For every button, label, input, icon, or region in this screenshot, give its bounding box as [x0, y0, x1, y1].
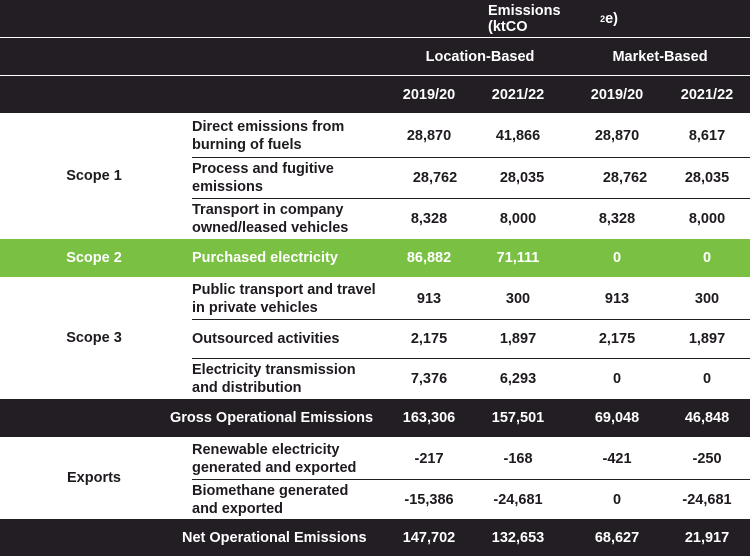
table-cell: 8,000 — [499, 211, 537, 227]
table-cell: 46,848 — [684, 410, 730, 426]
table-cell: -168 — [503, 451, 533, 467]
row-desc-outsourced: Outsourced activities — [192, 331, 340, 347]
table-cell: 1,897 — [499, 331, 537, 347]
row-desc-renewable-exported: Renewable electricity generated and expo… — [192, 442, 357, 476]
table-cell: -24,681 — [682, 492, 732, 508]
header-title-end: e) — [605, 11, 618, 27]
year-col-4: 2021/22 — [680, 87, 734, 103]
table-cell: 86,882 — [406, 250, 452, 266]
group-market-based: Market-Based — [612, 49, 708, 65]
header-title: Emissions (ktCO 2 e) — [488, 3, 618, 35]
table-cell: 28,870 — [594, 128, 640, 144]
table-cell: 8,328 — [598, 211, 636, 227]
group-location-based: Location-Based — [425, 49, 535, 65]
table-cell: 147,702 — [402, 529, 456, 546]
gross-operational-row: Gross Operational Emissions 163,306 157,… — [0, 399, 750, 437]
scope-3-label: Scope 3 — [66, 330, 122, 346]
exports-label: Exports — [67, 470, 121, 486]
row-desc-direct-emissions: Direct emissions from burning of fuels — [192, 119, 345, 153]
scope-2-label: Scope 2 — [66, 250, 122, 266]
table-cell: 132,653 — [491, 529, 545, 546]
table-cell: 913 — [604, 291, 630, 307]
year-col-1: 2019/20 — [402, 87, 456, 103]
gross-operational-label: Gross Operational Emissions — [170, 410, 374, 426]
table-cell: 0 — [612, 371, 622, 387]
table-cell: -250 — [692, 451, 722, 467]
table-header: Emissions (ktCO 2 e) Location-Based Market… — [0, 0, 750, 113]
row-desc-process-fugitive: Process and fugitive emissions — [192, 161, 334, 195]
table-cell: 2,175 — [410, 331, 448, 347]
table-cell: 28,870 — [406, 128, 452, 144]
net-operational-row: Net Operational Emissions 147,702 132,65… — [0, 519, 750, 556]
table-cell: 6,293 — [499, 371, 537, 387]
row-desc-biomethane-exported: Biomethane generated and exported — [192, 483, 349, 517]
scope-2-row: Scope 2 Purchased electricity 86,882 71,… — [0, 239, 750, 277]
table-cell: 41,866 — [495, 128, 541, 144]
header-title-text: Emissions (ktCO — [488, 3, 561, 35]
table-cell: 913 — [416, 291, 442, 307]
table-cell: 28,762 — [412, 170, 458, 186]
table-cell: 0 — [612, 250, 622, 266]
scope-1-label: Scope 1 — [66, 168, 122, 184]
table-cell: 300 — [505, 291, 531, 307]
row-desc-transport-company: Transport in company owned/leased vehicl… — [192, 202, 349, 236]
table-cell: -421 — [602, 451, 632, 467]
net-operational-label: Net Operational Emissions — [182, 529, 367, 546]
table-cell: 8,000 — [688, 211, 726, 227]
row-desc-transmission: Electricity transmission and distributio… — [192, 362, 356, 396]
table-cell: 28,762 — [602, 170, 648, 186]
table-cell: 8,617 — [688, 128, 726, 144]
table-cell: 300 — [694, 291, 720, 307]
row-desc-public-transport: Public transport and travel in private v… — [192, 282, 376, 316]
table-cell: 0 — [702, 371, 712, 387]
row-desc-purchased-electricity: Purchased electricity — [192, 250, 338, 266]
table-cell: 163,306 — [402, 410, 456, 426]
table-cell: 2,175 — [598, 331, 636, 347]
year-col-2: 2021/22 — [491, 87, 545, 103]
year-col-3: 2019/20 — [590, 87, 644, 103]
table-cell: 28,035 — [684, 170, 730, 186]
table-cell: 21,917 — [684, 529, 730, 546]
table-cell: 7,376 — [410, 371, 448, 387]
header-title-subscript: 2 — [600, 14, 606, 24]
table-cell: -217 — [414, 451, 444, 467]
table-cell: 69,048 — [594, 410, 640, 426]
table-cell: -24,681 — [493, 492, 543, 508]
table-cell: 157,501 — [491, 410, 545, 426]
table-cell: 68,627 — [594, 529, 640, 546]
table-cell: 0 — [612, 492, 622, 508]
table-cell: -15,386 — [404, 492, 454, 508]
table-cell: 1,897 — [688, 331, 726, 347]
table-cell: 0 — [702, 250, 712, 266]
table-cell: 8,328 — [410, 211, 448, 227]
table-cell: 71,111 — [496, 250, 540, 266]
table-cell: 28,035 — [499, 170, 545, 186]
